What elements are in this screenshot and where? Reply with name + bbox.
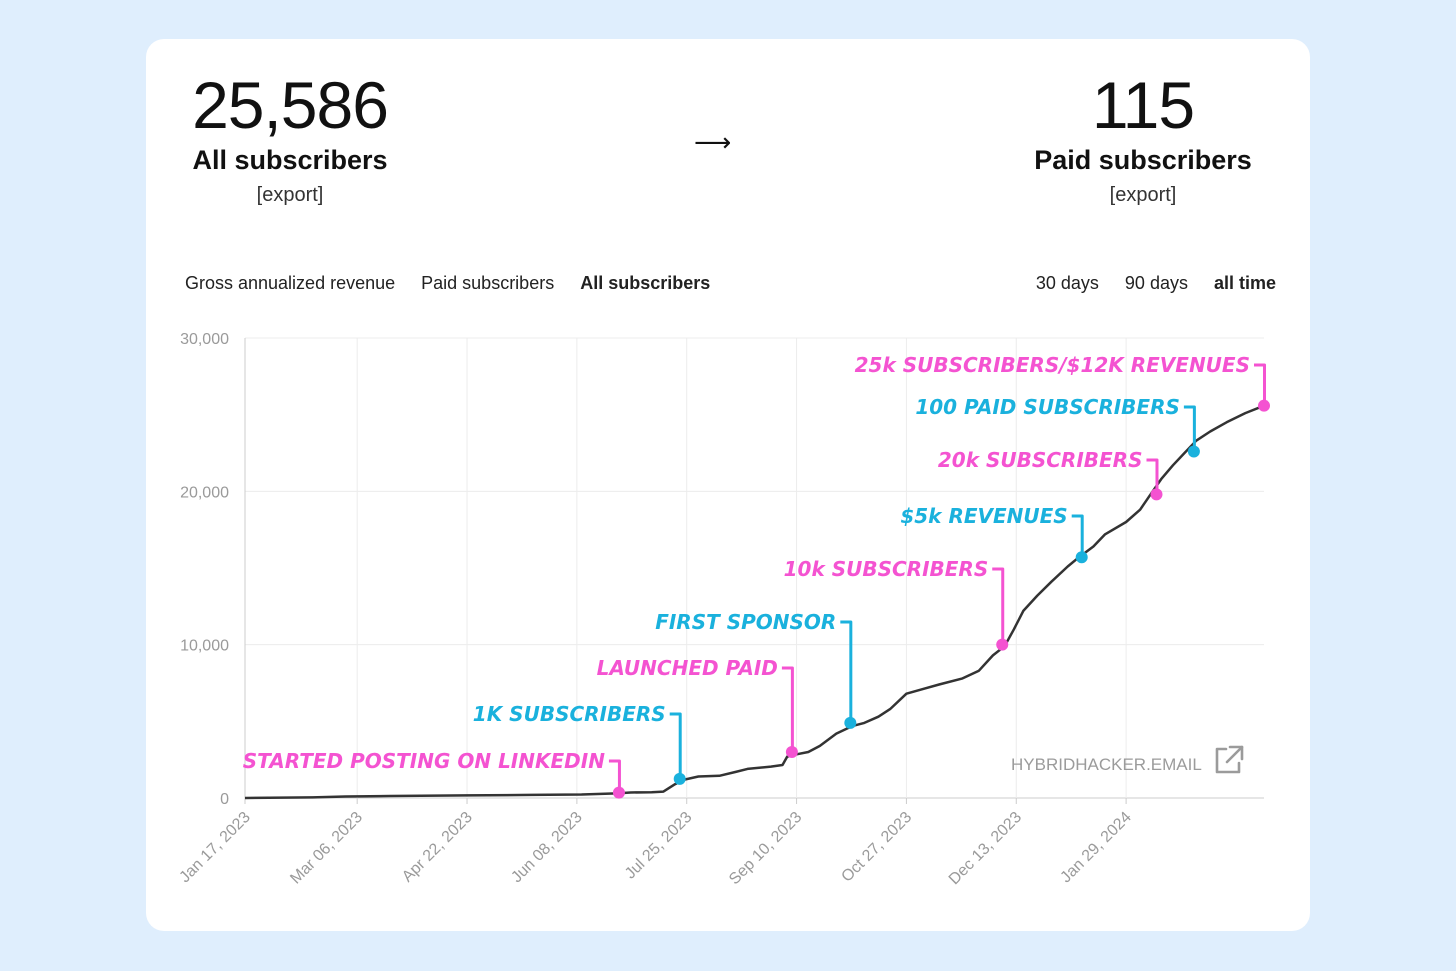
annotation-marker[interactable]	[612, 786, 625, 799]
annotation-connector	[1146, 458, 1159, 495]
paid-subscribers-count: 115	[1091, 68, 1195, 142]
annotation-label: 1K SUBSCRIBERS	[473, 702, 666, 726]
annotation-connector	[669, 712, 682, 779]
annotation-connector	[608, 759, 621, 793]
x-tick-label: Jan 17, 2023	[176, 809, 254, 887]
annotation-marker[interactable]	[1258, 399, 1270, 412]
x-tick-label: Apr 22, 2023	[399, 809, 476, 886]
y-tick-label: 0	[220, 791, 229, 808]
export-paid-link[interactable]: [export]	[1109, 184, 1177, 206]
tab-paid-subscribers[interactable]: Paid subscribers	[421, 273, 555, 293]
range-tabs: 30 days 90 days all time	[1010, 273, 1276, 294]
paid-subscribers-label: Paid subscribers	[1034, 145, 1252, 175]
y-tick-label: 10,000	[180, 638, 229, 655]
annotation-marker[interactable]	[785, 746, 798, 758]
subscribers-chart: 0 10,000 20,000 30,000 Jan 17, 2023 Mar 06, …	[176, 331, 1270, 888]
all-subscribers-stat: 25,586 All subscribers [export]	[160, 69, 420, 209]
annotation-marker[interactable]	[844, 716, 857, 729]
all-subscribers-label: All subscribers	[192, 145, 388, 175]
tab-90-days[interactable]: 90 days	[1124, 273, 1188, 293]
tab-all-subscribers[interactable]: All subscribers	[580, 273, 711, 293]
annotation-marker[interactable]	[1187, 445, 1200, 458]
annotation-label: 20k SUBSCRIBERS	[938, 448, 1143, 472]
annotation-label: LAUNCHED PAID	[597, 656, 778, 680]
x-tick-label: Jul 25, 2023	[622, 809, 696, 883]
dashboard-card: 25,586 All subscribers [export] ⟶ 115 Pa…	[146, 39, 1310, 931]
annotation-label: 100 PAID SUBSCRIBERS	[915, 395, 1180, 419]
export-all-link[interactable]: [export]	[256, 184, 324, 206]
external-link-icon[interactable]	[1215, 745, 1244, 774]
annotation-label: 10k SUBSCRIBERS	[784, 557, 989, 581]
y-tick-label: 20,000	[180, 484, 229, 501]
paid-subscribers-stat: 115 Paid subscribers [export]	[1013, 69, 1273, 209]
annotation-connector	[992, 567, 1005, 645]
annotation-connector	[1071, 514, 1084, 558]
annotation-label: STARTED POSTING ON LINKEDIN	[243, 749, 605, 773]
annotation-marker[interactable]	[673, 772, 686, 785]
series-line	[244, 404, 1265, 800]
x-tick-label: Jun 08, 2023	[508, 809, 586, 887]
x-tick-label: Dec 13, 2023	[946, 809, 1025, 888]
annotation-label: 25k SUBSCRIBERS/$12K REVENUES	[855, 353, 1250, 377]
all-subscribers-count: 25,586	[192, 68, 389, 142]
tab-gross-annualized-revenue[interactable]: Gross annualized revenue	[185, 273, 396, 293]
annotation-marker[interactable]	[1150, 488, 1163, 501]
annotation-marker[interactable]	[996, 638, 1009, 651]
annotation-connector	[781, 666, 794, 752]
y-tick-label: 30,000	[180, 331, 229, 348]
x-tick-label: Oct 27, 2023	[838, 809, 915, 886]
annotation-connector	[1183, 405, 1196, 452]
annotation-connector	[840, 620, 853, 723]
annotation-label: $5k REVENUES	[900, 504, 1067, 528]
tab-all-time[interactable]: all time	[1213, 273, 1276, 293]
arrow-icon: ⟶	[694, 127, 732, 157]
x-tick-label: Mar 06, 2023	[287, 809, 366, 888]
x-tick-label: Sep 10, 2023	[726, 809, 805, 888]
tab-30-days[interactable]: 30 days	[1035, 273, 1099, 293]
annotation-marker[interactable]	[1075, 551, 1088, 564]
annotation-connector	[1254, 363, 1266, 406]
watermark-text: HYBRIDHACKER.EMAIL	[1011, 755, 1202, 774]
metric-tabs: Gross annualized revenue Paid subscribers…	[185, 273, 736, 294]
x-tick-label: Jan 29, 2024	[1057, 809, 1135, 887]
annotation-label: FIRST SPONSOR	[655, 610, 836, 634]
